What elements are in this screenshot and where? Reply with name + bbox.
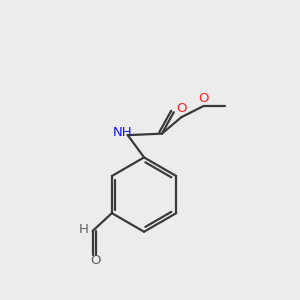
- Text: H: H: [79, 223, 88, 236]
- Text: O: O: [198, 92, 209, 105]
- Text: O: O: [90, 254, 101, 267]
- Text: NH: NH: [112, 126, 132, 139]
- Text: O: O: [176, 102, 187, 115]
